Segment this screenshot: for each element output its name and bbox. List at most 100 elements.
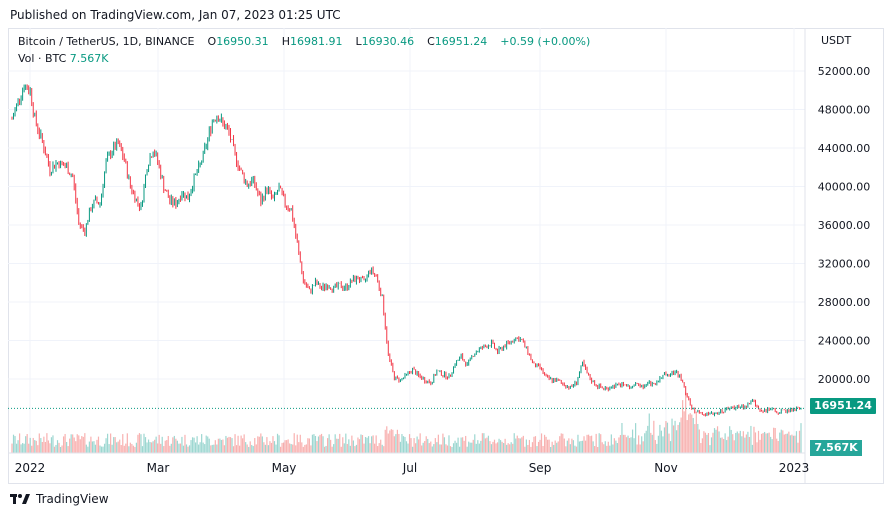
volume-bar bbox=[704, 432, 707, 453]
volume-bar bbox=[794, 435, 796, 453]
volume-bar bbox=[773, 427, 775, 453]
price-chart[interactable]: 52000.00 48000.00 44000.00 40000.00 36000.00… bbox=[8, 28, 884, 484]
volume-bar bbox=[584, 440, 587, 453]
volume-bar bbox=[735, 432, 737, 453]
volume-bar bbox=[246, 444, 248, 453]
volume-bar bbox=[744, 437, 746, 453]
volume-bar bbox=[462, 437, 464, 453]
volume-bar bbox=[594, 446, 596, 453]
volume-bar bbox=[327, 438, 329, 453]
close-value: 16951.24 bbox=[434, 35, 488, 48]
volume-bar bbox=[164, 440, 166, 453]
volume-bar bbox=[264, 444, 266, 453]
volume-bar bbox=[703, 431, 705, 453]
volume-bar bbox=[298, 442, 300, 453]
price-tick-label: 52000.00 bbox=[818, 65, 871, 78]
volume-bar bbox=[208, 438, 210, 453]
volume-bar bbox=[354, 446, 356, 453]
volume-bar bbox=[442, 433, 444, 453]
volume-bar bbox=[81, 436, 83, 453]
volume-bar bbox=[117, 441, 119, 453]
volume-bar bbox=[591, 435, 593, 453]
volume-bar bbox=[421, 445, 423, 453]
volume-bar bbox=[47, 440, 50, 453]
volume-bar bbox=[630, 437, 632, 453]
volume-bar bbox=[147, 439, 150, 453]
volume-bar bbox=[452, 443, 455, 453]
volume-bar bbox=[631, 429, 634, 453]
volume-bar bbox=[275, 444, 277, 453]
volume-bar bbox=[270, 442, 273, 453]
volume-bar bbox=[516, 435, 518, 453]
volume-bar bbox=[299, 434, 301, 453]
volume-bar bbox=[469, 442, 471, 453]
volume-bar bbox=[282, 442, 285, 453]
volume-bar bbox=[459, 446, 461, 453]
volume-bar bbox=[468, 441, 470, 453]
volume-bar bbox=[404, 436, 406, 453]
volume-bar bbox=[559, 436, 561, 453]
volume-bar bbox=[518, 438, 520, 453]
volume-bar bbox=[644, 433, 646, 453]
volume-bar bbox=[267, 445, 270, 453]
volume-bar bbox=[152, 441, 154, 453]
time-tick-label: Nov bbox=[654, 461, 677, 475]
volume-bar bbox=[767, 433, 769, 453]
volume-bar bbox=[732, 434, 734, 453]
volume-bar bbox=[668, 433, 670, 453]
tradingview-brand[interactable]: TradingView bbox=[10, 492, 109, 506]
volume-bar bbox=[613, 438, 615, 453]
volume-bar bbox=[292, 444, 294, 453]
volume-legend[interactable]: Vol · BTC 7.567K bbox=[18, 52, 108, 65]
volume-bar bbox=[317, 436, 320, 453]
change-value: +0.59 (+0.00%) bbox=[500, 35, 591, 48]
volume-bar bbox=[313, 434, 315, 453]
volume-bar bbox=[557, 441, 559, 453]
volume-bar bbox=[791, 434, 793, 453]
volume-bar bbox=[93, 441, 95, 453]
high-value: 16981.91 bbox=[289, 35, 343, 48]
volume-bar bbox=[188, 445, 191, 453]
volume-bar bbox=[425, 436, 427, 453]
volume-bar bbox=[82, 436, 84, 453]
volume-bar bbox=[138, 433, 141, 453]
volume-bar bbox=[361, 435, 364, 453]
volume-bar bbox=[70, 434, 72, 453]
volume-bar bbox=[398, 433, 400, 453]
volume-bar bbox=[166, 440, 168, 453]
volume-bar bbox=[161, 436, 163, 453]
volume-bar bbox=[651, 434, 653, 453]
volume-bar bbox=[284, 440, 286, 453]
volume-bar bbox=[201, 434, 203, 453]
volume-bar bbox=[636, 444, 638, 453]
volume-bar bbox=[90, 436, 92, 453]
volume-bar bbox=[531, 442, 534, 453]
volume-bar bbox=[160, 443, 162, 453]
open-label: O bbox=[207, 35, 217, 48]
volume-bar bbox=[323, 446, 326, 453]
volume-bar bbox=[768, 432, 770, 453]
volume-bar bbox=[207, 436, 209, 453]
volume-bar bbox=[375, 435, 377, 453]
volume-bar bbox=[105, 438, 107, 453]
volume-bar bbox=[392, 429, 394, 453]
volume-bar bbox=[23, 443, 25, 453]
volume-bar bbox=[374, 443, 376, 453]
volume-bar bbox=[198, 444, 200, 453]
volume-bar bbox=[445, 444, 447, 453]
volume-bar bbox=[777, 441, 779, 453]
volume-bar bbox=[537, 441, 540, 453]
volume-bar bbox=[723, 439, 725, 453]
volume-bar bbox=[119, 439, 121, 453]
time-tick-label: Jul bbox=[402, 461, 417, 475]
tradingview-logo-icon bbox=[10, 494, 30, 504]
volume-bar bbox=[543, 434, 546, 453]
volume-bar bbox=[506, 444, 508, 453]
volume-bar bbox=[466, 446, 468, 453]
volume-bar bbox=[418, 439, 420, 453]
volume-bar bbox=[193, 437, 195, 453]
symbol-legend[interactable]: Bitcoin / TetherUS, 1D, BINANCE O16950.3… bbox=[18, 35, 590, 48]
volume-bar bbox=[759, 439, 761, 453]
volume-bar bbox=[571, 438, 573, 453]
volume-bar bbox=[742, 431, 744, 453]
